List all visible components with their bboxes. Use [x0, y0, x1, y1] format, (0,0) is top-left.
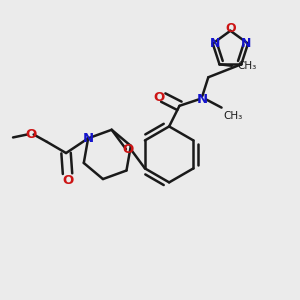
Text: O: O	[62, 174, 73, 187]
Text: O: O	[225, 22, 236, 35]
Text: N: N	[210, 37, 220, 50]
Text: O: O	[153, 91, 164, 104]
Text: N: N	[197, 93, 208, 106]
Text: CH₃: CH₃	[223, 110, 243, 121]
Text: CH₃: CH₃	[237, 61, 256, 71]
Text: N: N	[241, 37, 251, 50]
Text: N: N	[82, 132, 94, 145]
Text: O: O	[123, 142, 134, 156]
Text: O: O	[25, 128, 36, 141]
